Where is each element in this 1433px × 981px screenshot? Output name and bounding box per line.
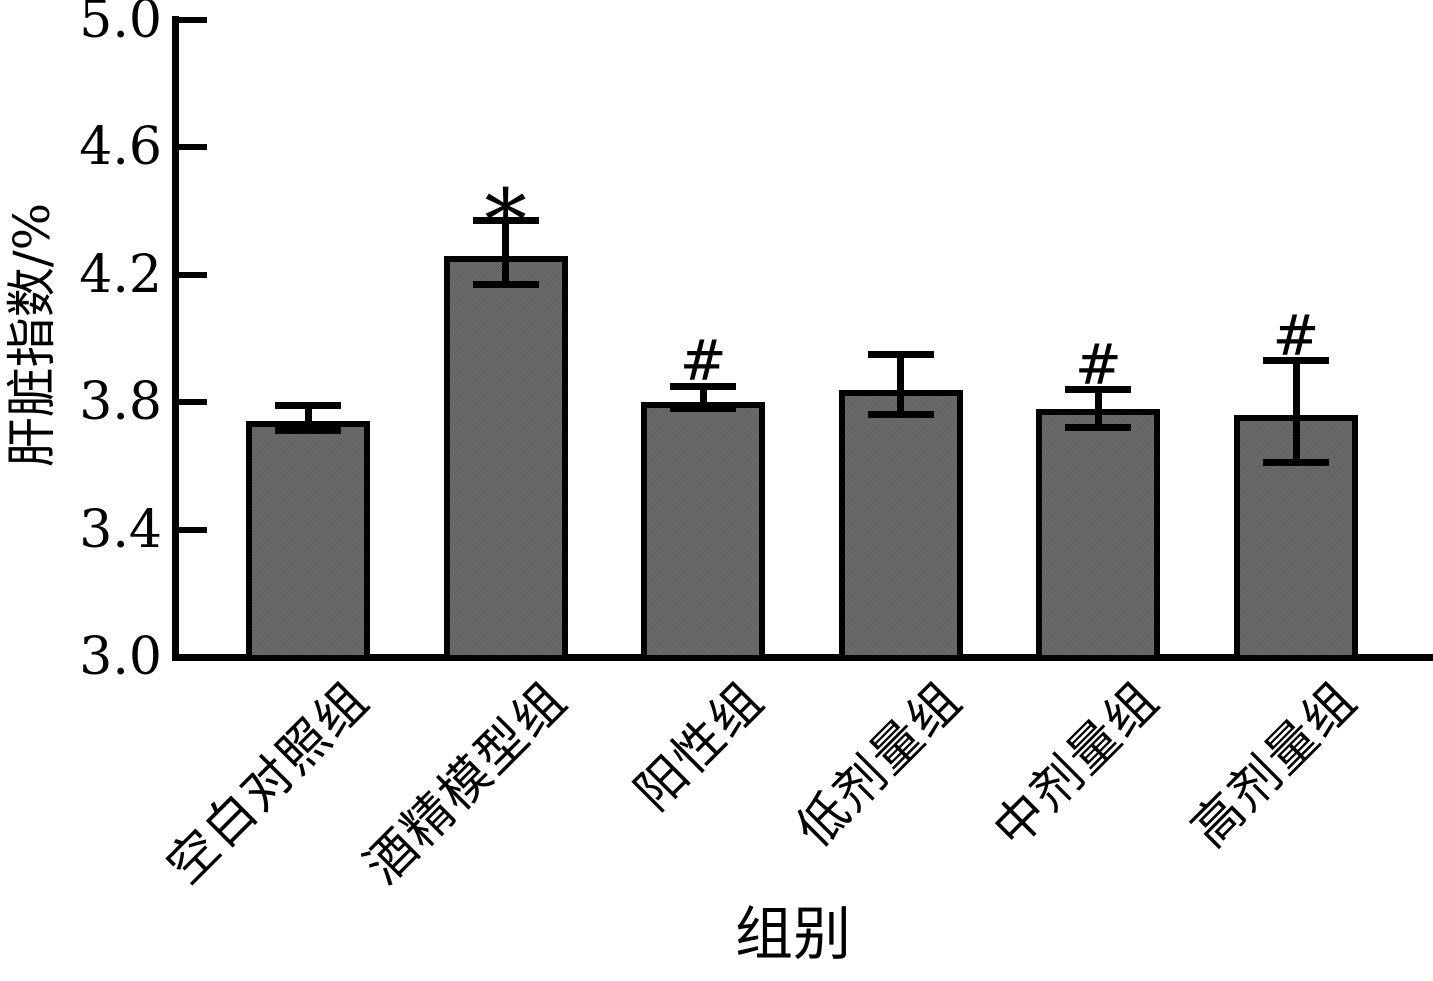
bar-阳性组 (641, 402, 766, 661)
y-tick-mark (179, 17, 207, 23)
y-tick-label: 3.8 (79, 372, 162, 433)
error-bar-cap-bottom (1263, 459, 1329, 467)
bar-酒精模型组 (443, 255, 568, 661)
significance-marker: # (1074, 332, 1122, 398)
error-bar-line (1292, 360, 1300, 463)
y-tick-label: 4.6 (79, 117, 162, 178)
y-axis-title: 肝脏指数/% (3, 202, 61, 468)
y-tick-mark (179, 271, 207, 278)
bar-低剂量组 (838, 389, 963, 661)
y-tick-mark (179, 144, 207, 151)
x-axis-title: 组别 (734, 900, 851, 968)
y-tick-mark (179, 526, 207, 533)
error-bar-line (1094, 389, 1102, 428)
error-bar-cap-top (1065, 386, 1132, 393)
error-bar-cap-bottom (867, 411, 934, 419)
y-tick-label: 3.0 (79, 627, 162, 687)
significance-marker: * (484, 171, 527, 271)
error-bar-cap-bottom (670, 405, 737, 413)
y-tick-mark (179, 399, 207, 406)
error-bar-cap-bottom (275, 427, 341, 435)
error-bar-line (897, 354, 905, 415)
error-bar-line (304, 405, 312, 431)
error-bar-cap-top (670, 382, 737, 390)
error-bar-cap-top (867, 350, 934, 358)
y-tick-label: 5.0 (79, 0, 162, 50)
significance-marker: # (679, 329, 727, 395)
error-bar-line (699, 386, 707, 409)
error-bar-cap-top (1263, 357, 1329, 365)
error-bar-cap-bottom (1065, 424, 1132, 432)
significance-marker: # (1272, 303, 1320, 369)
error-bar-line (502, 220, 510, 285)
y-tick-label: 4.2 (79, 244, 162, 305)
bar-中剂量组 (1036, 408, 1161, 661)
x-axis-baseline (172, 654, 1433, 661)
error-bar-cap-bottom (472, 280, 539, 288)
bar-空白对照组 (246, 421, 370, 661)
error-bar-cap-top (472, 217, 539, 225)
y-tick-label: 3.4 (79, 499, 162, 560)
y-tick-mark (179, 654, 207, 660)
y-axis-line (172, 16, 179, 661)
error-bar-cap-top (275, 401, 341, 409)
